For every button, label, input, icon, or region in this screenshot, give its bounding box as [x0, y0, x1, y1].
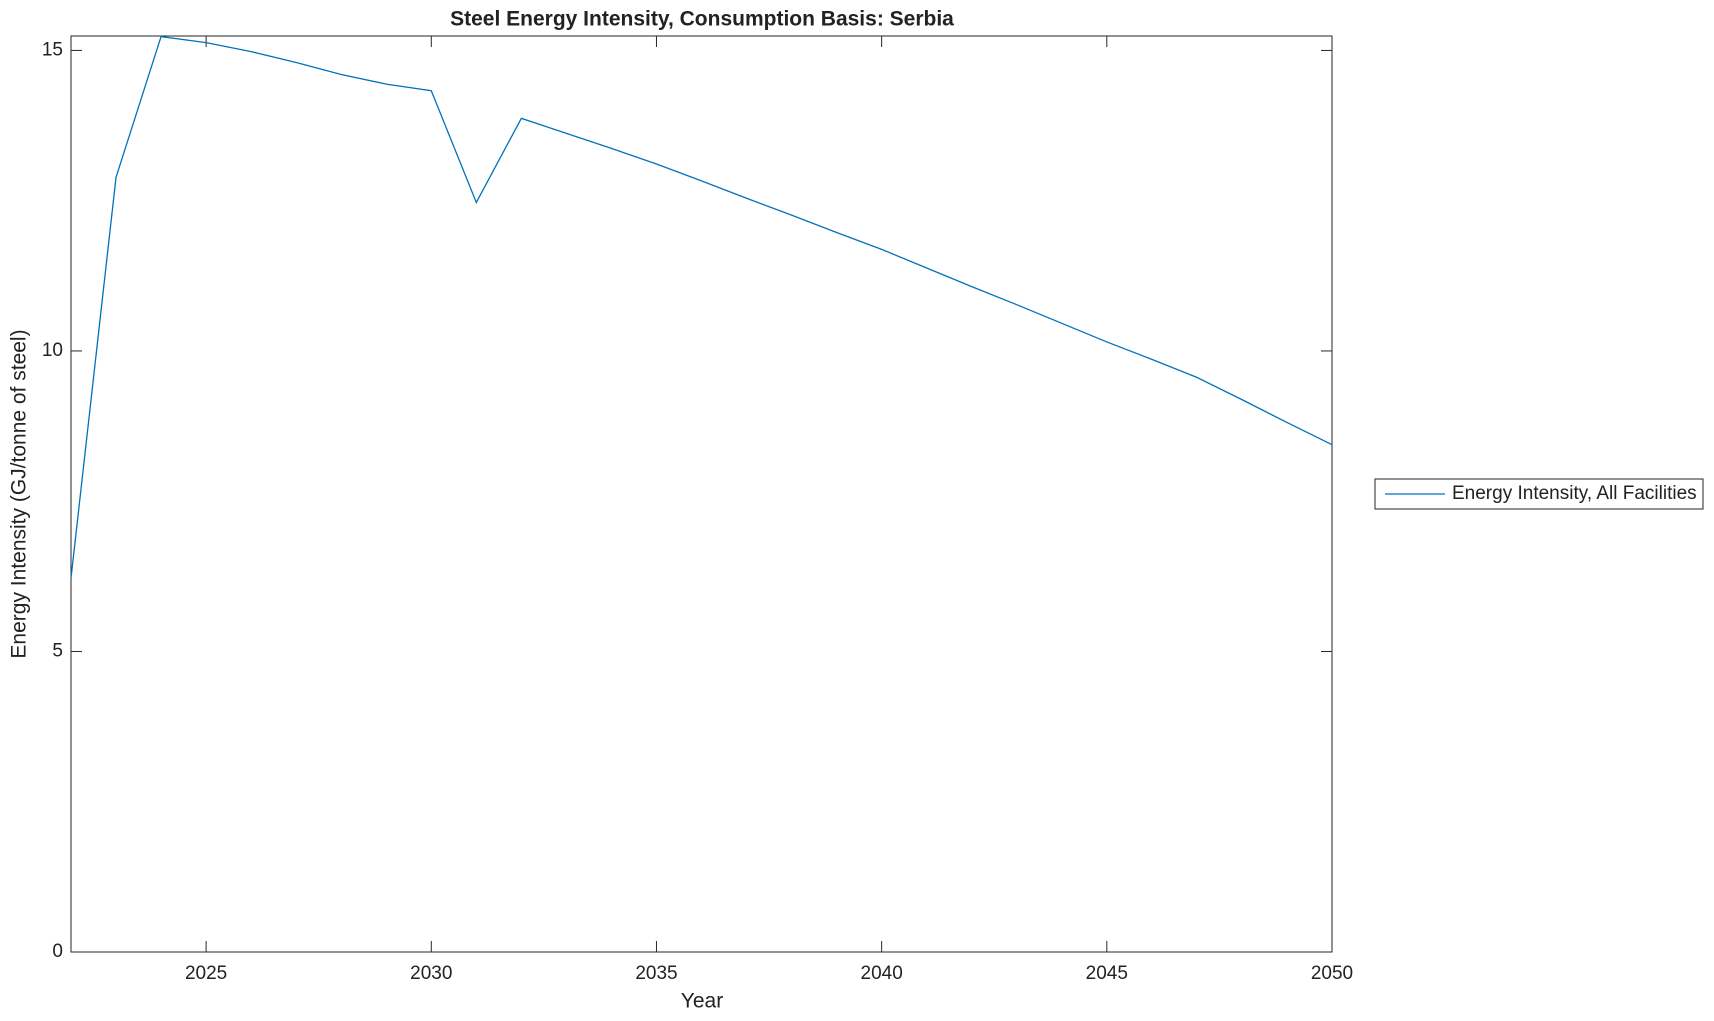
legend-label: Energy Intensity, All Facilities: [1452, 483, 1697, 504]
plot-area: [70, 35, 1333, 953]
x-tick-label: 2035: [635, 963, 677, 984]
x-tick-label: 2050: [1311, 963, 1353, 984]
x-tick-label: 2040: [861, 963, 903, 984]
y-axis-label: Energy Intensity (GJ/tonne of steel): [8, 329, 31, 658]
x-axis-label: Year: [681, 990, 723, 1013]
x-tick-label: 2045: [1086, 963, 1128, 984]
y-tick-label: 0: [52, 941, 63, 962]
y-tick-label: 5: [52, 640, 63, 661]
data-line: [70, 35, 1333, 579]
y-tick-label: 10: [42, 340, 63, 361]
y-tick-label: 15: [42, 39, 63, 60]
x-tick-label: 2030: [410, 963, 452, 984]
chart-title: Steel Energy Intensity, Consumption Basi…: [450, 8, 954, 31]
x-tick-label: 2025: [185, 963, 227, 984]
